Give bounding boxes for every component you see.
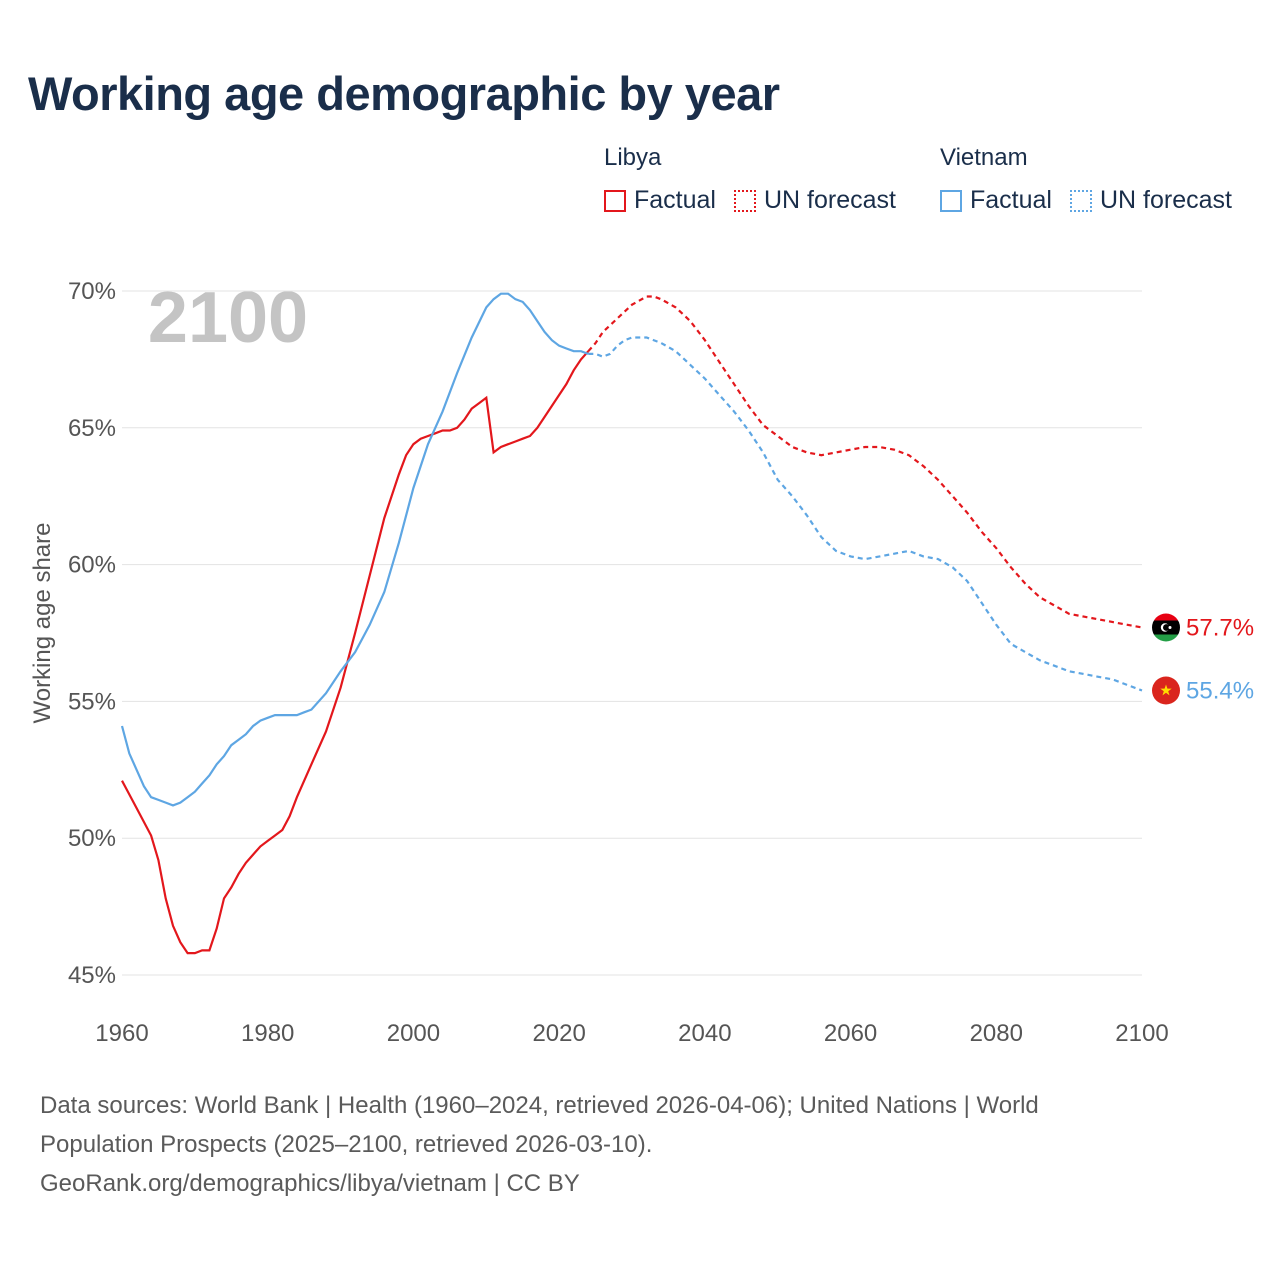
x-tick-label: 2040 — [678, 1020, 731, 1047]
footer-line: Population Prospects (2025–2100, retriev… — [40, 1131, 653, 1158]
legend-label: Factual — [970, 186, 1052, 214]
x-tick-label: 2020 — [532, 1020, 585, 1047]
legend-group-libya: Libya Factual UN forecast — [604, 144, 914, 215]
y-tick-label: 45% — [68, 962, 116, 989]
x-tick-label: 2000 — [387, 1020, 440, 1047]
legend-group-vietnam: Vietnam Factual UN forecast — [940, 144, 1250, 215]
chart-title: Working age demographic by year — [28, 67, 780, 120]
libya-flag-icon — [1152, 613, 1180, 642]
series-line-libya-forecast — [587, 295, 1143, 629]
legend-item-vietnam-forecast[interactable]: UN forecast — [1069, 186, 1232, 215]
y-tick-label: 70% — [68, 278, 116, 305]
legend-swatch-solid — [940, 189, 962, 212]
legend-swatch-solid — [604, 189, 626, 212]
y-tick-label: 65% — [68, 415, 116, 442]
series-line-vietnam-forecast — [588, 336, 1143, 692]
y-tick-label: 55% — [68, 688, 116, 715]
y-tick-label: 60% — [68, 552, 116, 579]
vietnam-flag-icon — [1152, 676, 1180, 705]
legend-country-libya: Libya — [604, 144, 662, 171]
legend-item-libya-factual[interactable]: Factual — [604, 186, 716, 215]
legend-label: Factual — [634, 186, 716, 214]
footer-sources: Data sources: World Bank | Health (1960–… — [40, 1086, 1240, 1203]
legend-swatch-dotted — [1069, 189, 1092, 212]
y-axis-label: Working age share — [29, 523, 56, 724]
x-tick-label: 2100 — [1115, 1020, 1168, 1047]
year-watermark: 2100 — [148, 278, 308, 358]
legend-label: UN forecast — [1099, 186, 1232, 214]
series-line-vietnam-factual — [120, 292, 589, 807]
x-tick-label: 1980 — [241, 1020, 294, 1047]
legend-item-libya-forecast[interactable]: UN forecast — [733, 186, 896, 215]
legend-item-vietnam-factual[interactable]: Factual — [940, 186, 1052, 215]
end-label-libya: 57.7% — [1186, 615, 1254, 642]
x-tick-label: 2080 — [970, 1020, 1023, 1047]
end-label-vietnam: 55.4% — [1186, 678, 1254, 705]
legend-label: UN forecast — [763, 186, 896, 214]
legend-country-vietnam: Vietnam — [940, 144, 1028, 171]
footer-line: Data sources: World Bank | Health (1960–… — [40, 1092, 1039, 1119]
series-line-libya-factual — [121, 350, 590, 955]
x-tick-label: 1960 — [95, 1020, 148, 1047]
x-tick-label: 2060 — [824, 1020, 877, 1047]
y-tick-label: 50% — [68, 825, 116, 852]
footer-line[interactable]: GeoRank.org/demographics/libya/vietnam |… — [40, 1170, 580, 1197]
legend-swatch-dotted — [733, 189, 756, 212]
